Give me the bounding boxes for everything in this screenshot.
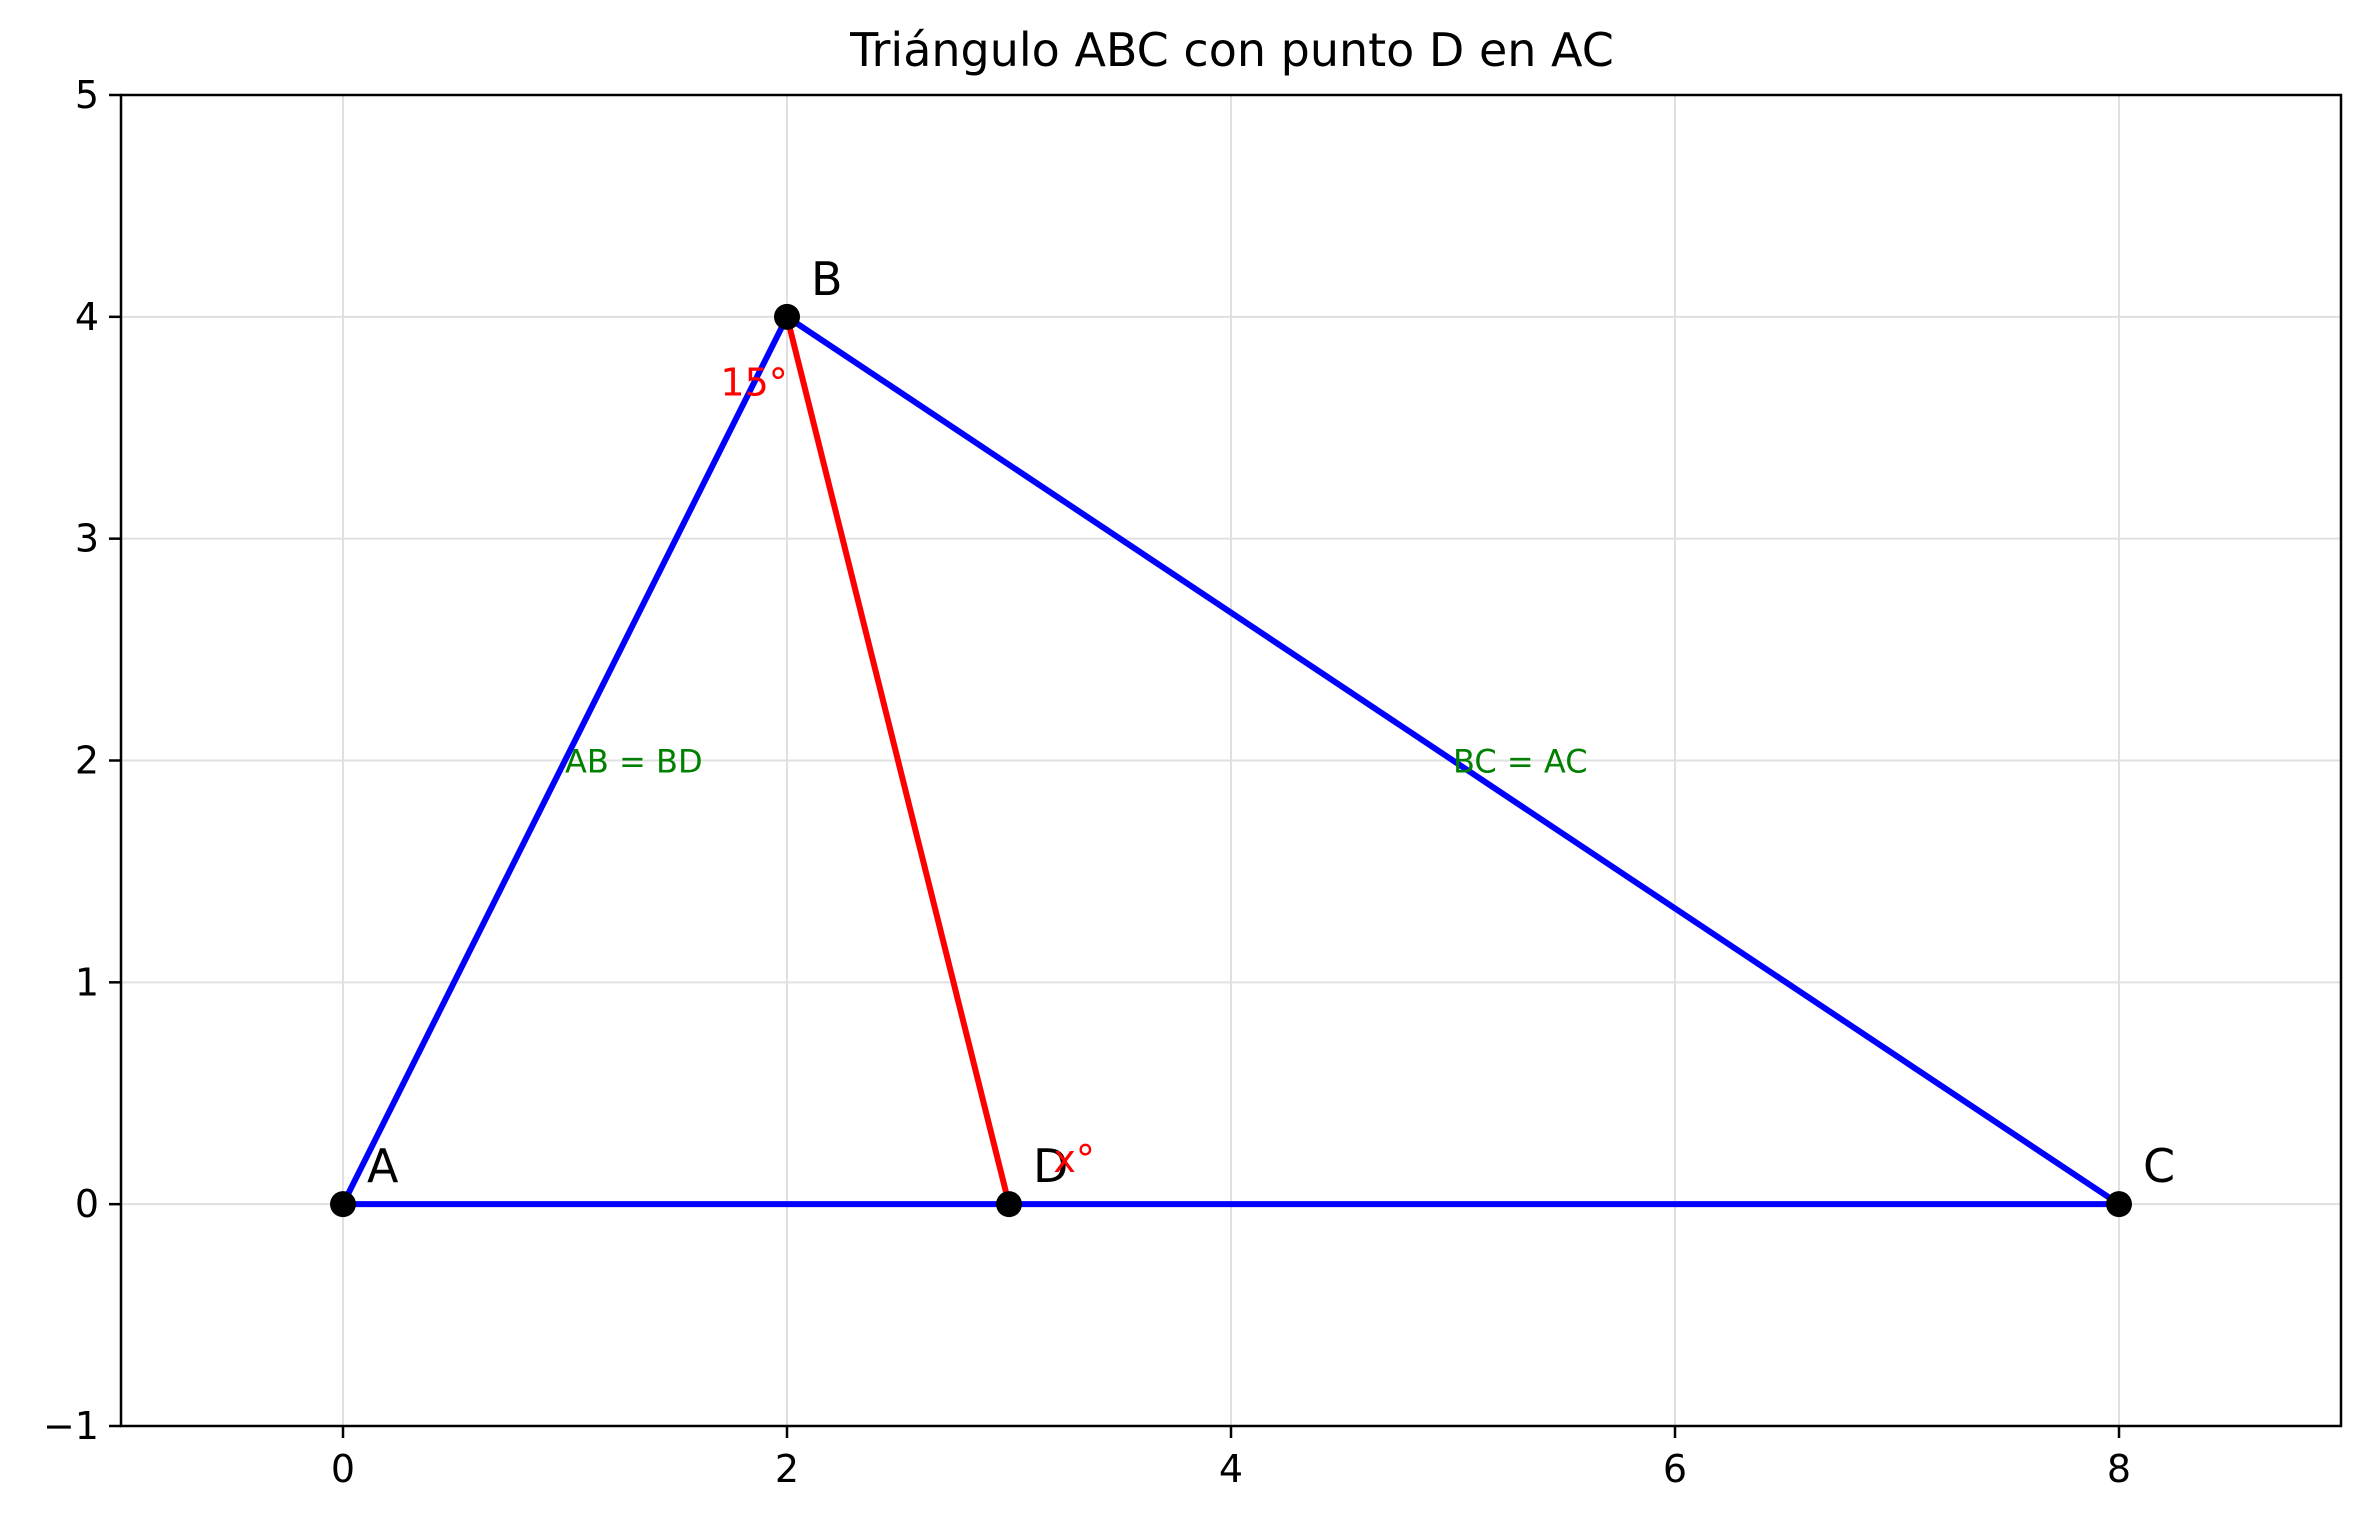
segment-bc — [785, 314, 2121, 1207]
point-a — [330, 1191, 356, 1218]
angle-label: x° — [1053, 1137, 1095, 1181]
x-tick-label: 0 — [331, 1447, 355, 1491]
point-label-c: C — [2143, 1139, 2175, 1193]
x-tick-label: 6 — [1663, 1447, 1687, 1491]
chart-title: Triángulo ABC con punto D en AC — [849, 23, 1614, 77]
side-length-label: BC = AC — [1453, 743, 1588, 781]
point-label-a: A — [367, 1139, 399, 1193]
y-tick-label: 2 — [75, 739, 99, 783]
point-b — [774, 303, 800, 330]
y-tick-label: −1 — [43, 1404, 99, 1448]
angle-label: 15° — [720, 360, 787, 404]
point-label-b: B — [811, 252, 843, 306]
x-tick-label: 8 — [2107, 1447, 2131, 1491]
point-d — [996, 1191, 1022, 1218]
segment-ab — [340, 315, 790, 1206]
side-length-label: AB = BD — [565, 743, 703, 781]
y-tick-label: 4 — [75, 295, 99, 339]
x-tick-label: 4 — [1219, 1447, 1243, 1491]
point-label-d: D — [1033, 1139, 1068, 1193]
segment-bd — [784, 316, 1012, 1205]
y-tick-label: 0 — [75, 1182, 99, 1226]
point-c — [2106, 1191, 2132, 1218]
y-tick-label: 1 — [75, 960, 99, 1004]
x-tick-label: 2 — [775, 1447, 799, 1491]
y-tick-label: 5 — [75, 73, 99, 117]
plot-area: A B C D 15° x° AB = BD BC = AC 0 2 4 6 8 −1 0 1 2 3 4 5 — [43, 73, 2343, 1491]
y-tick-label: 3 — [75, 517, 99, 561]
